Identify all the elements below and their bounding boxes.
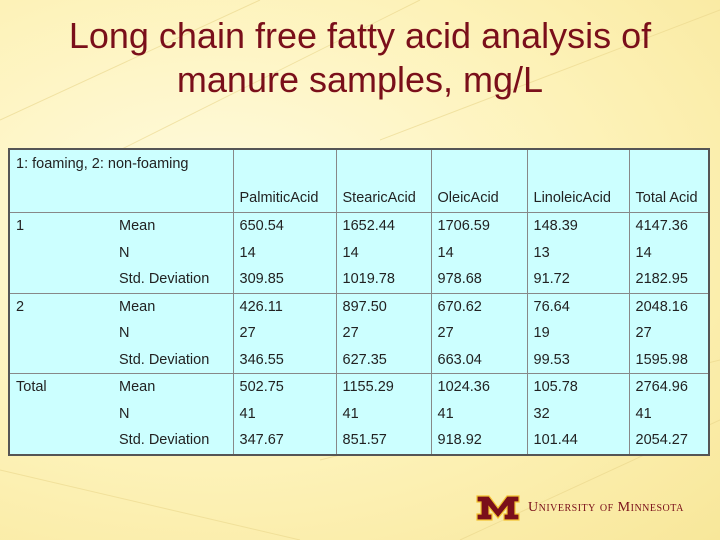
stat-label: Mean xyxy=(113,292,233,320)
stat-label: N xyxy=(119,244,130,261)
table-cell: 1652.44 xyxy=(335,212,431,240)
table-cell: 91.72 xyxy=(526,266,629,293)
table-cell: 1024.36 xyxy=(430,373,527,401)
table-cell: 851.57 xyxy=(335,427,431,455)
table-cell: 27 xyxy=(628,320,709,347)
table-cell: 14 xyxy=(430,239,527,266)
table-row: N 14 14 14 13 14 xyxy=(9,239,709,266)
table-cell: 14 xyxy=(335,239,431,266)
table-cell: 978.68 xyxy=(430,266,527,293)
table-row: N 27 27 27 19 27 xyxy=(9,320,709,347)
slide-title-line-1: Long chain free fatty acid analysis of xyxy=(68,15,652,56)
table-row: N 41 41 41 32 41 xyxy=(9,400,709,427)
table-cell: 918.92 xyxy=(430,427,527,455)
table-row: 2 Mean 426.11 897.50 670.62 76.64 2048.1… xyxy=(9,292,709,320)
slide-title-line-2: manure samples, mg/L xyxy=(176,59,544,100)
university-logo: University of Minnesota xyxy=(476,494,684,522)
column-header: OleicAcid xyxy=(430,184,527,213)
table-cell: 309.85 xyxy=(232,266,336,293)
table-row: Total Mean 502.75 1155.29 1024.36 105.78… xyxy=(9,373,709,401)
table-cell: 502.75 xyxy=(232,373,336,401)
group-label: Total xyxy=(9,373,113,401)
table-cell: 670.62 xyxy=(430,292,527,320)
table-cell: 2182.95 xyxy=(628,266,709,293)
group-label: 1 xyxy=(16,218,25,235)
table-cell: 2054.27 xyxy=(628,427,709,455)
table-cell: 14 xyxy=(232,239,336,266)
column-header: PalmiticAcid xyxy=(232,184,336,213)
table-cell: 346.55 xyxy=(232,346,336,374)
table-row: Std. Deviation 309.85 1019.78 978.68 91.… xyxy=(9,266,709,293)
table-cell: 27 xyxy=(232,320,336,347)
table-cell: 2048.16 xyxy=(628,292,709,320)
slide-title: Long chain free fatty acid analysis of m… xyxy=(0,14,720,102)
column-header: LinoleicAcid xyxy=(526,184,629,213)
table-cell: 19 xyxy=(526,320,629,347)
table-cell: 14 xyxy=(628,239,709,266)
table-cell: 13 xyxy=(526,239,629,266)
group-label: 2 xyxy=(9,292,113,320)
fatty-acid-stats-table: 1: foaming, 2: non-foaming PalmiticAcid … xyxy=(8,148,710,456)
grouping-label: 1: foaming, 2: non-foaming xyxy=(16,156,189,172)
table-cell: 650.54 xyxy=(232,212,336,240)
table-row: Std. Deviation 347.67 851.57 918.92 101.… xyxy=(9,427,709,455)
table-cell: 27 xyxy=(335,320,431,347)
table-cell: 627.35 xyxy=(335,346,431,374)
table-cell: 41 xyxy=(335,400,431,427)
table-cell: 76.64 xyxy=(526,292,629,320)
column-header: Total Acid xyxy=(628,184,709,213)
table-cell: 105.78 xyxy=(526,373,629,401)
table-cell: 148.39 xyxy=(526,212,629,240)
table-cell: 99.53 xyxy=(526,346,629,374)
table-cell: 27 xyxy=(430,320,527,347)
table-cell: 897.50 xyxy=(335,292,431,320)
table-cell: 1155.29 xyxy=(335,373,431,401)
stat-label: Std. Deviation xyxy=(119,271,210,288)
stat-label: N xyxy=(119,325,130,342)
stat-label: Std. Deviation xyxy=(119,432,210,449)
column-header: StearicAcid xyxy=(335,184,431,213)
table-cell: 41 xyxy=(628,400,709,427)
table-cell: 2764.96 xyxy=(628,373,709,401)
table-cell: 1595.98 xyxy=(628,346,709,374)
stat-label: N xyxy=(119,405,130,422)
table-cell: 32 xyxy=(526,400,629,427)
stat-label: Mean xyxy=(113,373,233,401)
table-cell: 663.04 xyxy=(430,346,527,374)
block-m-icon xyxy=(476,495,520,521)
table-cell: 101.44 xyxy=(526,427,629,455)
table-cell: 4147.36 xyxy=(628,212,709,240)
table-cell: 1019.78 xyxy=(335,266,431,293)
table-row: 1 Mean 650.54 1652.44 1706.59 148.39 414… xyxy=(9,212,709,240)
stat-label: Std. Deviation xyxy=(119,351,210,368)
table-row: Std. Deviation 346.55 627.35 663.04 99.5… xyxy=(9,346,709,374)
stat-label: Mean xyxy=(119,218,156,235)
table-cell: 41 xyxy=(430,400,527,427)
table-cell: 347.67 xyxy=(232,427,336,455)
table-cell: 41 xyxy=(232,400,336,427)
university-name: University of Minnesota xyxy=(528,500,684,515)
table-cell: 426.11 xyxy=(232,292,336,320)
table-cell: 1706.59 xyxy=(430,212,527,240)
